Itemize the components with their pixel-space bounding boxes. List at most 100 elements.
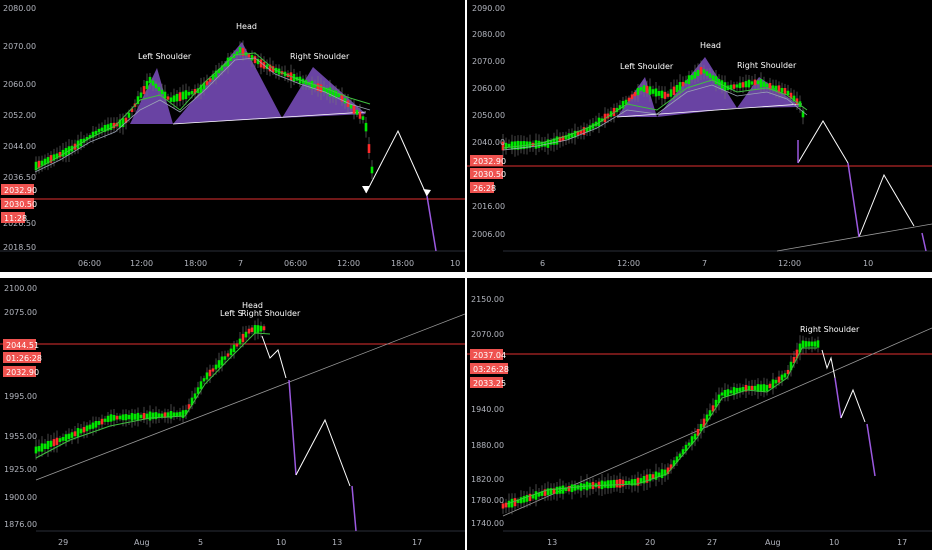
candle xyxy=(777,85,781,94)
candle xyxy=(208,78,212,82)
candle xyxy=(181,410,185,418)
chart-panel-bottom-right[interactable]: Right Shoulder 2150.00 2070.00 1940.00 1… xyxy=(467,278,932,550)
candle xyxy=(46,157,50,164)
candle xyxy=(756,80,760,85)
candle xyxy=(208,369,212,377)
candle xyxy=(567,486,571,492)
candle xyxy=(43,158,47,165)
candle xyxy=(253,56,257,64)
candle xyxy=(732,387,736,396)
candle xyxy=(609,480,613,488)
candle xyxy=(124,414,128,421)
projection-purple xyxy=(288,379,297,476)
candle xyxy=(142,86,146,95)
svg-text:10: 10 xyxy=(829,538,839,547)
candle xyxy=(37,446,41,452)
svg-text:2150.00: 2150.00 xyxy=(471,295,504,304)
candle xyxy=(61,149,65,157)
candle xyxy=(792,95,796,102)
candle xyxy=(85,136,89,141)
svg-text:2032.90: 2032.90 xyxy=(6,368,39,377)
candle xyxy=(43,443,47,449)
candle xyxy=(651,474,655,480)
candle xyxy=(675,84,679,93)
candle xyxy=(328,87,332,97)
candle xyxy=(720,392,724,396)
candle xyxy=(513,498,517,507)
candle xyxy=(160,413,164,418)
ma-green xyxy=(35,332,271,459)
candle xyxy=(262,326,266,331)
projection-white xyxy=(295,418,351,487)
candle xyxy=(759,79,763,88)
candle xyxy=(88,424,92,430)
candle xyxy=(358,111,362,119)
svg-text:2090.00: 2090.00 xyxy=(472,4,505,13)
svg-text:18:00: 18:00 xyxy=(391,259,414,268)
svg-text:2100.00: 2100.00 xyxy=(4,284,37,293)
svg-text:1780.00: 1780.00 xyxy=(471,496,504,505)
candle xyxy=(600,118,604,122)
candle xyxy=(690,436,694,445)
candle xyxy=(816,340,820,348)
candle xyxy=(49,440,53,447)
annotation-head: Head xyxy=(236,22,257,31)
candle xyxy=(765,384,769,392)
candle xyxy=(55,437,59,445)
candle xyxy=(717,394,721,404)
candle xyxy=(268,64,272,72)
y-tick: 2052.00 xyxy=(3,111,36,120)
candle xyxy=(549,140,553,145)
svg-text:1995.00: 1995.00 xyxy=(4,392,37,401)
candle xyxy=(516,499,520,503)
candle xyxy=(783,88,787,95)
y-axis-labels: 2100.00 2075.00 1995.00 1955.00 1925.00 … xyxy=(4,284,37,529)
chart-panel-top-right[interactable]: Left Shoulder Head Right Shoulder 2090.0… xyxy=(467,0,932,272)
svg-text:2050.00: 2050.00 xyxy=(472,111,505,120)
candle xyxy=(196,387,200,394)
candle xyxy=(169,97,173,102)
candle xyxy=(307,81,311,86)
annotation-right-shoulder: Right Shoulder xyxy=(800,325,860,334)
candle xyxy=(540,491,544,496)
candle xyxy=(687,75,691,85)
candle xyxy=(349,104,353,109)
candle xyxy=(184,90,188,100)
candle xyxy=(61,436,65,441)
candle xyxy=(337,94,341,98)
candle xyxy=(501,141,505,151)
projection-white xyxy=(840,388,866,423)
projection-white xyxy=(365,129,428,197)
candle xyxy=(657,91,661,96)
svg-text:17: 17 xyxy=(897,538,907,547)
neckline xyxy=(172,111,367,125)
candle xyxy=(771,85,775,90)
candle xyxy=(199,381,203,390)
chart-svg-top-right: Left Shoulder Head Right Shoulder 2090.0… xyxy=(467,4,932,268)
candle xyxy=(220,356,224,366)
svg-text:2040.00: 2040.00 xyxy=(472,138,505,147)
candle xyxy=(576,130,580,136)
candle xyxy=(169,411,173,419)
candle xyxy=(151,412,155,420)
candle xyxy=(175,412,179,417)
candle xyxy=(196,88,200,94)
candle xyxy=(651,89,655,94)
candle xyxy=(58,438,62,443)
candle xyxy=(552,488,556,494)
svg-text:2032.90: 2032.90 xyxy=(473,157,506,166)
candle xyxy=(139,92,143,98)
candle xyxy=(573,484,577,491)
svg-text:10: 10 xyxy=(450,259,460,268)
candle xyxy=(597,117,601,127)
chart-panel-top-left[interactable]: Left Shoulder Head Right Shoulder 2080.0… xyxy=(0,0,465,272)
svg-text:7: 7 xyxy=(238,259,243,268)
candle xyxy=(238,338,242,345)
candle xyxy=(55,153,59,159)
candle xyxy=(654,471,658,480)
candle xyxy=(549,488,553,495)
candle xyxy=(639,478,643,484)
chart-panel-bottom-left[interactable]: Head Left S Right Shoulder 2100.00 2075.… xyxy=(0,278,465,550)
candle xyxy=(100,418,104,425)
candle xyxy=(801,340,805,348)
